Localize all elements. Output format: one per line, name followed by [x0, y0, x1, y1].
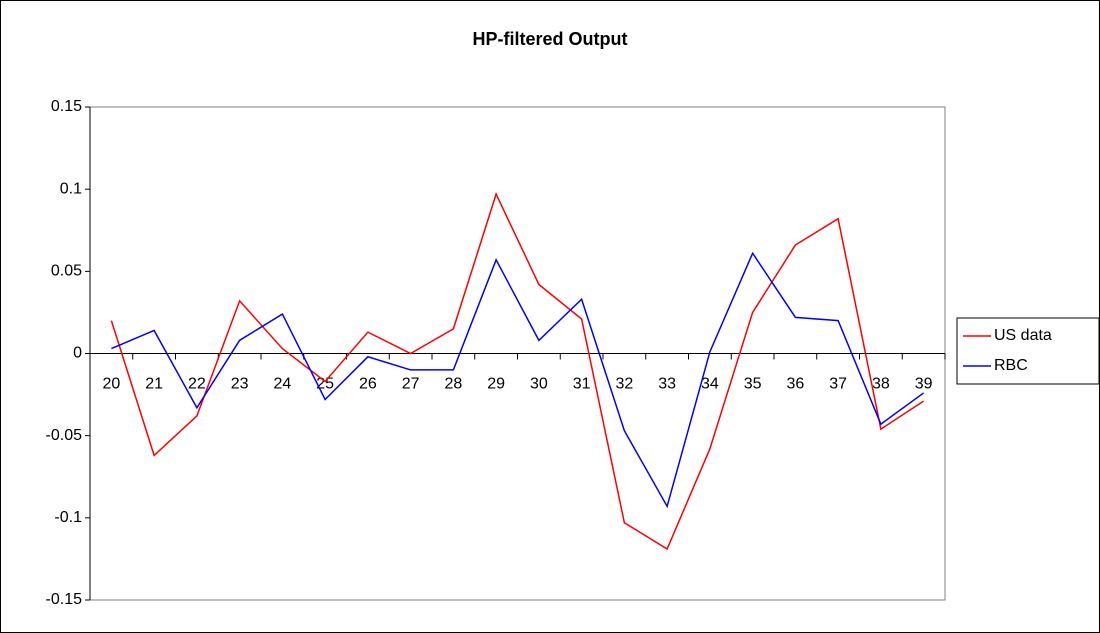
- x-tick-label: 34: [701, 376, 719, 393]
- x-tick-label: 28: [444, 376, 462, 393]
- series-line: [111, 251, 925, 509]
- x-tick-label: 25: [316, 376, 334, 393]
- series-line: [110, 192, 925, 551]
- y-tick-label: 0.1: [60, 180, 82, 197]
- x-tick-label: 35: [744, 376, 762, 393]
- x-tick-label: 21: [145, 376, 163, 393]
- y-tick-label: 0.15: [51, 98, 82, 115]
- legend-label: RBC: [994, 357, 1028, 374]
- x-tick-label: 33: [658, 376, 676, 393]
- y-tick-label: -0.05: [46, 427, 83, 444]
- x-tick-label: 38: [872, 376, 890, 393]
- x-tick-label: 39: [915, 376, 933, 393]
- x-tick-label: 32: [615, 376, 633, 393]
- x-tick-label: 26: [359, 376, 377, 393]
- y-tick-label: 0: [73, 345, 82, 362]
- x-tick-label: 23: [231, 376, 249, 393]
- y-tick-label: -0.1: [54, 509, 82, 526]
- x-tick-label: 22: [188, 376, 206, 393]
- x-tick-label: 20: [102, 376, 120, 393]
- legend: [956, 317, 1100, 385]
- x-tick-label: 31: [573, 376, 591, 393]
- x-tick-label: 24: [273, 376, 291, 393]
- x-tick-label: 37: [829, 376, 847, 393]
- x-tick-label: 30: [530, 376, 548, 393]
- chart-title: HP-filtered Output: [473, 29, 628, 49]
- x-tick-label: 29: [487, 376, 505, 393]
- legend-label: US data: [994, 327, 1052, 344]
- x-tick-label: 36: [786, 376, 804, 393]
- y-tick-label: -0.15: [46, 591, 83, 608]
- x-tick-label: 27: [402, 376, 420, 393]
- y-tick-label: 0.05: [51, 263, 82, 280]
